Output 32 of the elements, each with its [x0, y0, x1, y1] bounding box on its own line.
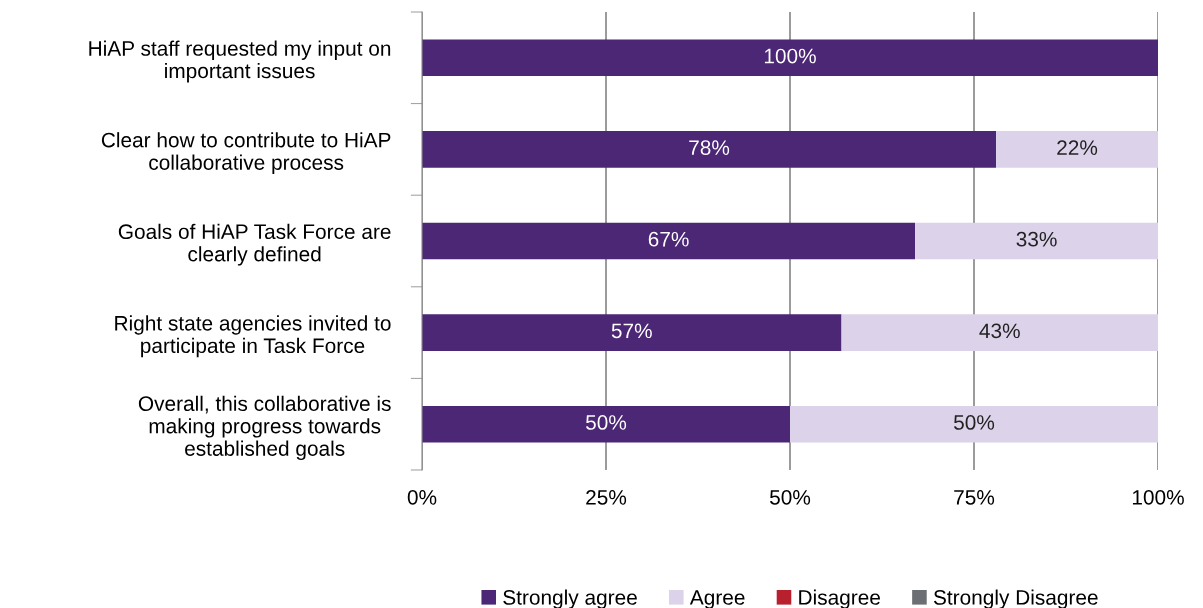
bar [790, 405, 1158, 443]
y-tick-label: Goals of HiAP Task Force are clearly defined [118, 223, 391, 266]
legend-label: Strongly Disagree [933, 589, 1098, 608]
legend-label: Strongly agree [503, 589, 637, 608]
legend-label: Agree [689, 590, 745, 608]
bar [422, 405, 790, 443]
x-tick-label: 25% [586, 489, 627, 505]
x-tick-label: 75% [954, 490, 995, 505]
data-label: 43% [979, 323, 1020, 339]
y-tick-label: HiAP staff requested my input on important issues [89, 40, 391, 83]
x-tick-label: 100% [1132, 489, 1184, 505]
y-tick-label: Overall, this collaborative is making progress towards established goals [138, 395, 391, 461]
data-label: 33% [1016, 231, 1057, 247]
x-tick-label: 50% [769, 489, 811, 505]
bar [422, 222, 916, 260]
bar [915, 222, 1158, 260]
y-tick-label: Right state agencies invited to participate in Task Force [115, 315, 391, 358]
data-label: 67% [648, 231, 689, 247]
data-label: 100% [764, 48, 816, 64]
bar [996, 131, 1158, 168]
bar [422, 314, 842, 351]
bar [422, 39, 1158, 77]
data-label: 50% [953, 415, 995, 430]
data-label: 78% [689, 140, 730, 155]
data-label: 50% [585, 415, 627, 430]
x-tick-label: 0% [407, 489, 437, 505]
data-label: 22% [1057, 140, 1098, 155]
legend-label: Disagree [799, 589, 880, 608]
bar [841, 314, 1158, 351]
y-tick-label: Clear how to contribute to HiAP collaborative process [101, 132, 391, 174]
data-label: 57% [611, 323, 652, 339]
bar [422, 131, 997, 168]
